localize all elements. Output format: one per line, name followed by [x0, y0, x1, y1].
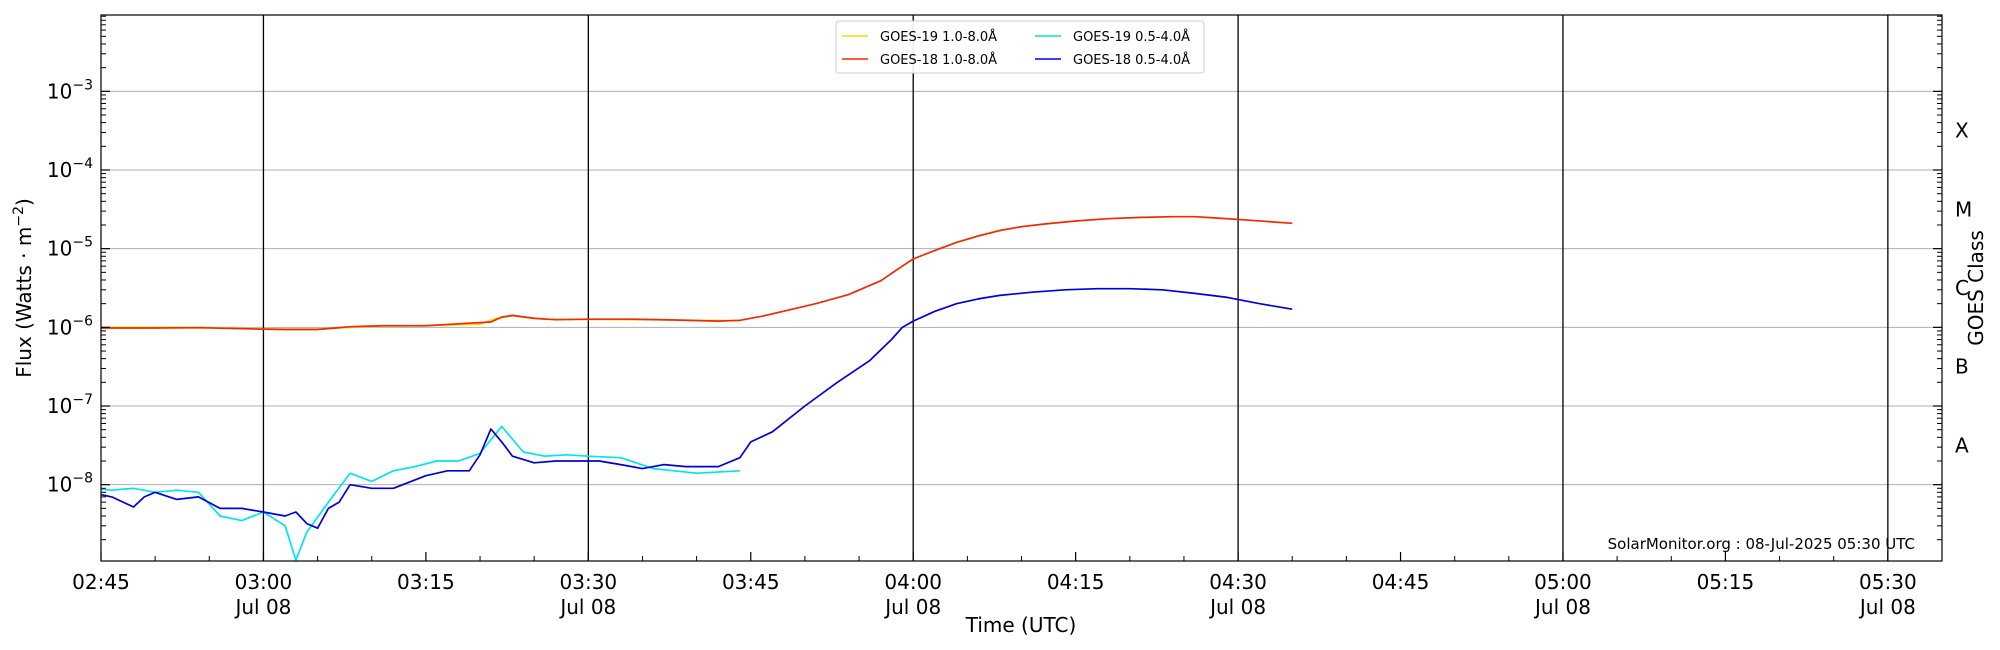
series-goes19-short — [101, 425, 740, 561]
x-tick-label-time: 04:15 — [1047, 570, 1105, 594]
goes-class-b: B — [1955, 355, 1969, 379]
y-tick-label-base: 10 — [47, 237, 72, 261]
y-tick-label: 10−4 — [47, 156, 93, 182]
legend: GOES-19 1.0-8.0Å GOES-18 1.0-8.0Å GOES-1… — [835, 20, 1205, 74]
y-axis-title-superscript: −2 — [11, 206, 27, 227]
y-tick-label-exponent: −3 — [72, 77, 93, 93]
series-goes18-short — [101, 287, 1293, 530]
x-tick-label-date: Jul 08 — [883, 595, 941, 619]
series-goes18-long — [101, 215, 1293, 331]
x-tick-label-date: Jul 08 — [558, 595, 616, 619]
goes-class-labels: X M C B A — [1955, 119, 1972, 458]
axis-ticks — [100, 15, 1943, 561]
legend-frame — [835, 20, 1205, 74]
y-tick-label: 10−3 — [47, 77, 93, 103]
x-tick-label-date: Jul 08 — [233, 595, 291, 619]
legend-label-goes19-short: GOES-19 0.5-4.0Å — [1073, 29, 1190, 45]
y-axis-title-main: Flux (Watts · m — [12, 227, 36, 378]
goes-class-m: M — [1955, 197, 1972, 221]
y-tick-label-base: 10 — [47, 394, 72, 418]
y-tick-label-exponent: −7 — [72, 392, 93, 408]
x-tick-label-time: 04:45 — [1372, 570, 1430, 594]
x-tick-label-date: Jul 08 — [1533, 595, 1591, 619]
grid-lines — [101, 90, 1942, 486]
y-axis-title-close: ) — [12, 198, 36, 206]
y-tick-label: 10−6 — [47, 313, 93, 339]
day-marker-lines — [262, 15, 1889, 561]
y-tick-label-exponent: −5 — [72, 235, 93, 251]
x-tick-label-time: 05:30 — [1859, 570, 1917, 594]
goes-class-axis-title: GOES Class — [1964, 230, 1988, 346]
x-tick-label-date: Jul 08 — [1858, 595, 1916, 619]
y-tick-label-base: 10 — [47, 473, 72, 497]
credit-text: SolarMonitor.org : 08-Jul-2025 05:30 UTC — [1608, 535, 1915, 553]
x-tick-label-time: 03:00 — [235, 570, 293, 594]
x-tick-label-time: 03:15 — [397, 570, 455, 594]
x-tick-label-date: Jul 08 — [1208, 595, 1266, 619]
legend-label-goes19-long: GOES-19 1.0-8.0Å — [880, 29, 997, 45]
x-tick-label-time: 05:00 — [1534, 570, 1592, 594]
goes-class-a: A — [1955, 433, 1969, 457]
y-tick-label-base: 10 — [47, 158, 72, 182]
y-tick-label: 10−7 — [47, 392, 93, 418]
y-tick-label-base: 10 — [47, 315, 72, 339]
x-tick-label-time: 05:15 — [1697, 570, 1755, 594]
x-tick-label-time: 02:45 — [72, 570, 130, 594]
x-tick-label-time: 03:30 — [560, 570, 618, 594]
legend-label-goes18-short: GOES-18 0.5-4.0Å — [1073, 52, 1190, 68]
y-axis-title: Flux (Watts · m−2) — [11, 198, 36, 378]
y-tick-label: 10−5 — [47, 235, 93, 261]
x-tick-label-time: 04:00 — [884, 570, 942, 594]
y-tick-label-exponent: −6 — [72, 313, 93, 329]
series-lines — [101, 215, 1293, 561]
y-tick-label-exponent: −8 — [72, 471, 93, 487]
x-tick-label-time: 04:30 — [1209, 570, 1267, 594]
x-tick-label-time: 03:45 — [722, 570, 780, 594]
y-tick-label-exponent: −4 — [72, 156, 93, 172]
goes-class-c: C — [1955, 276, 1969, 300]
goes-class-x: X — [1955, 119, 1969, 143]
y-tick-label: 10−8 — [47, 471, 93, 497]
legend-label-goes18-long: GOES-18 1.0-8.0Å — [880, 52, 997, 68]
x-axis-title: Time (UTC) — [965, 613, 1077, 637]
y-tick-label-base: 10 — [47, 79, 72, 103]
